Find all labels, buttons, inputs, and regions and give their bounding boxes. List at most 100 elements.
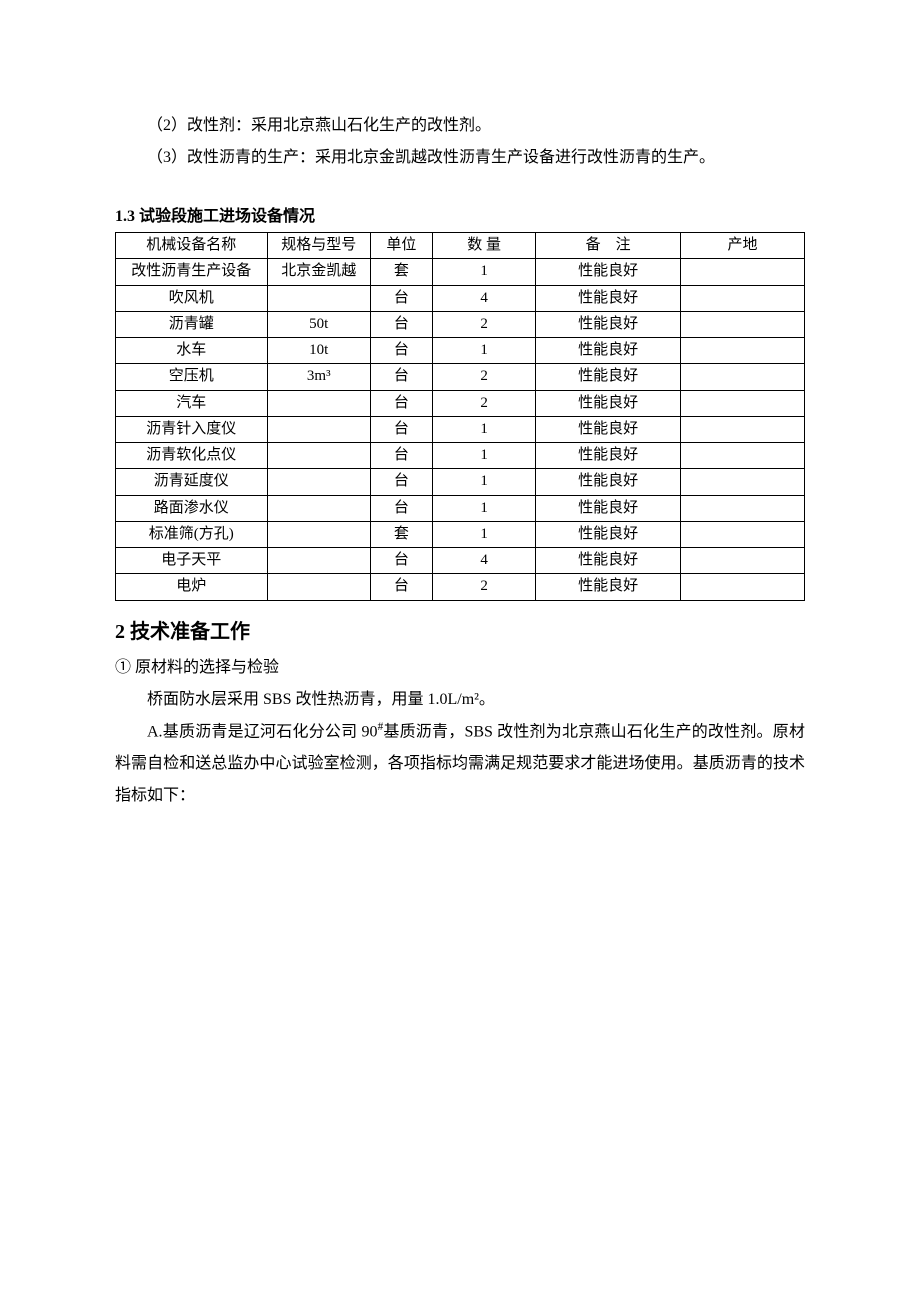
table-row: 改性沥青生产设备北京金凯越套1性能良好	[116, 259, 805, 285]
table-cell: 2	[432, 390, 535, 416]
table-cell: 性能良好	[536, 495, 681, 521]
item-1-para-2: A.基质沥青是辽河石化分公司 90#基质沥青，SBS 改性剂为北京燕山石化生产的…	[115, 716, 805, 812]
table-cell: 50t	[267, 311, 370, 337]
table-cell	[680, 259, 804, 285]
table-row: 电炉 台2性能良好	[116, 574, 805, 600]
table-row: 汽车台2性能良好	[116, 390, 805, 416]
table-cell: 路面渗水仪	[116, 495, 268, 521]
table-cell: 套	[370, 259, 432, 285]
table-cell: 吹风机	[116, 285, 268, 311]
table-cell: 空压机	[116, 364, 268, 390]
table-cell	[680, 548, 804, 574]
paragraph-3: （3）改性沥青的生产：采用北京金凯越改性沥青生产设备进行改性沥青的生产。	[115, 142, 805, 174]
table-cell: 沥青软化点仪	[116, 443, 268, 469]
table-cell: 沥青针入度仪	[116, 416, 268, 442]
table-cell: 沥青罐	[116, 311, 268, 337]
table-cell	[680, 443, 804, 469]
table-row: 水车10t台1性能良好	[116, 338, 805, 364]
col-header-name: 机械设备名称	[116, 233, 268, 259]
col-header-note: 备 注	[536, 233, 681, 259]
table-cell: 10t	[267, 338, 370, 364]
table-cell: 电子天平	[116, 548, 268, 574]
document-page: （2）改性剂：采用北京燕山石化生产的改性剂。 （3）改性沥青的生产：采用北京金凯…	[0, 0, 920, 872]
table-row: 路面渗水仪 台1性能良好	[116, 495, 805, 521]
table-cell: 性能良好	[536, 574, 681, 600]
table-cell: 台	[370, 311, 432, 337]
table-cell: 2	[432, 311, 535, 337]
table-cell: 台	[370, 364, 432, 390]
table-cell: 1	[432, 521, 535, 547]
table-cell: 1	[432, 495, 535, 521]
table-cell: 台	[370, 469, 432, 495]
table-cell: 台	[370, 495, 432, 521]
table-row: 标准筛(方孔)套1性能良好	[116, 521, 805, 547]
table-cell: 台	[370, 574, 432, 600]
table-cell	[267, 390, 370, 416]
table-cell	[267, 521, 370, 547]
table-cell: 电炉	[116, 574, 268, 600]
table-cell	[267, 285, 370, 311]
table-cell: 性能良好	[536, 416, 681, 442]
table-cell: 台	[370, 285, 432, 311]
paragraph-2: （2）改性剂：采用北京燕山石化生产的改性剂。	[115, 110, 805, 142]
table-cell: 2	[432, 364, 535, 390]
table-cell	[680, 521, 804, 547]
table-cell: 沥青延度仪	[116, 469, 268, 495]
table-cell	[680, 469, 804, 495]
table-cell	[680, 390, 804, 416]
col-header-origin: 产地	[680, 233, 804, 259]
table-header-row: 机械设备名称 规格与型号 单位 数 量 备 注 产地	[116, 233, 805, 259]
table-cell	[680, 338, 804, 364]
table-cell: 标准筛(方孔)	[116, 521, 268, 547]
table-cell: 性能良好	[536, 443, 681, 469]
table-cell: 改性沥青生产设备	[116, 259, 268, 285]
table-cell: 台	[370, 416, 432, 442]
table-cell: 台	[370, 390, 432, 416]
table-cell	[680, 364, 804, 390]
table-cell: 北京金凯越	[267, 259, 370, 285]
table-cell: 1	[432, 338, 535, 364]
table-cell: 性能良好	[536, 285, 681, 311]
table-cell: 1	[432, 469, 535, 495]
heading-2: 2 技术准备工作	[115, 615, 805, 644]
table-cell: 台	[370, 443, 432, 469]
table-cell: 1	[432, 416, 535, 442]
table-cell: 性能良好	[536, 259, 681, 285]
table-cell: 性能良好	[536, 311, 681, 337]
table-row: 沥青软化点仪 台1性能良好	[116, 443, 805, 469]
table-cell: 性能良好	[536, 469, 681, 495]
table-cell: 1	[432, 259, 535, 285]
table-cell: 台	[370, 338, 432, 364]
table-cell	[267, 469, 370, 495]
table-cell: 性能良好	[536, 521, 681, 547]
p2-part-a: A.基质沥青是辽河石化分公司 90	[147, 723, 378, 740]
item-1-para-1: 桥面防水层采用 SBS 改性热沥青，用量 1.0L/m²。	[115, 684, 805, 716]
table-row: 空压机3m³台2性能良好	[116, 364, 805, 390]
table-cell: 3m³	[267, 364, 370, 390]
table-cell: 水车	[116, 338, 268, 364]
table-row: 电子天平 台4性能良好	[116, 548, 805, 574]
table-cell	[267, 416, 370, 442]
item-1-label: ① 原材料的选择与检验	[115, 652, 805, 684]
table-cell: 性能良好	[536, 548, 681, 574]
table-cell: 台	[370, 548, 432, 574]
table-cell: 性能良好	[536, 390, 681, 416]
table-cell: 1	[432, 443, 535, 469]
col-header-qty: 数 量	[432, 233, 535, 259]
table-cell: 4	[432, 285, 535, 311]
table-row: 沥青罐50t台2性能良好	[116, 311, 805, 337]
table-cell: 性能良好	[536, 338, 681, 364]
equipment-table: 机械设备名称 规格与型号 单位 数 量 备 注 产地 改性沥青生产设备北京金凯越…	[115, 232, 805, 601]
table-cell: 4	[432, 548, 535, 574]
table-cell	[267, 495, 370, 521]
table-body: 改性沥青生产设备北京金凯越套1性能良好吹风机台4性能良好沥青罐50t台2性能良好…	[116, 259, 805, 600]
table-cell	[267, 548, 370, 574]
table-cell	[267, 574, 370, 600]
col-header-spec: 规格与型号	[267, 233, 370, 259]
table-cell: 2	[432, 574, 535, 600]
table-cell	[267, 443, 370, 469]
table-row: 沥青针入度仪 台1性能良好	[116, 416, 805, 442]
table-row: 沥青延度仪 台1性能良好	[116, 469, 805, 495]
table-cell	[680, 311, 804, 337]
table-cell: 性能良好	[536, 364, 681, 390]
